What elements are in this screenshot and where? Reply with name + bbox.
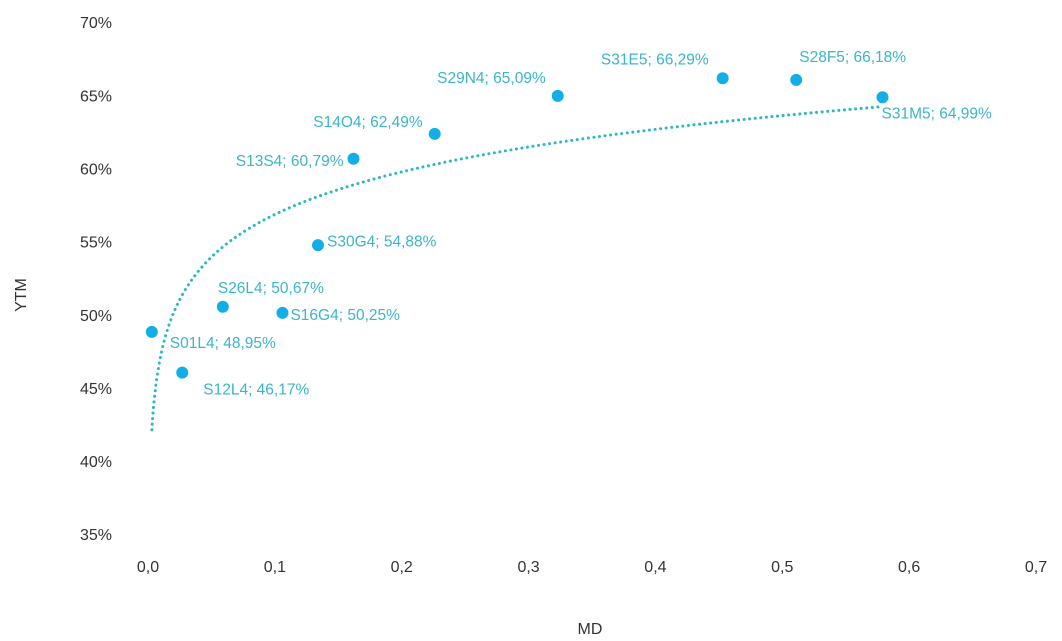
data-label: S30G4; 54,88%	[327, 233, 437, 250]
point	[175, 365, 190, 380]
data-label: S29N4; 65,09%	[437, 70, 546, 87]
x-tick-label: 0,0	[137, 559, 159, 576]
data-label: S26L4; 50,67%	[218, 280, 324, 297]
y-tick-label: 45%	[80, 381, 112, 398]
x-tick-label: 0,3	[517, 559, 539, 576]
point	[275, 305, 290, 320]
x-tick-label: 0,1	[264, 559, 286, 576]
point	[346, 151, 361, 166]
y-tick-label: 35%	[80, 527, 112, 544]
data-label: S31E5; 66,29%	[601, 51, 709, 68]
data-label: S16G4; 50,25%	[290, 307, 400, 324]
data-label: S13S4; 60,79%	[236, 153, 344, 170]
point	[215, 299, 230, 314]
data-label: S01L4; 48,95%	[170, 335, 276, 352]
y-tick-label: 60%	[80, 162, 112, 179]
point	[789, 72, 804, 87]
point	[427, 126, 442, 141]
y-tick-label: 65%	[80, 88, 112, 105]
point	[875, 90, 890, 105]
data-label: S31M5; 64,99%	[882, 105, 993, 122]
point	[310, 238, 325, 253]
x-axis-label: MD	[578, 621, 603, 638]
x-tick-label: 0,6	[898, 559, 920, 576]
y-tick-label: 70%	[80, 15, 112, 32]
x-tick-label: 0,4	[644, 559, 666, 576]
y-axis-label: YTM	[13, 278, 30, 312]
x-tick-label: 0,2	[391, 559, 413, 576]
x-tick-label: 0,7	[1025, 559, 1047, 576]
y-tick-label: 40%	[80, 454, 112, 471]
point	[715, 71, 730, 86]
x-tick-label: 0,5	[771, 559, 793, 576]
y-tick-label: 50%	[80, 308, 112, 325]
point	[144, 324, 159, 339]
y-tick-label: 55%	[80, 235, 112, 252]
data-label: S14O4; 62,49%	[313, 114, 423, 131]
data-label: S12L4; 46,17%	[203, 382, 309, 399]
data-label: S28F5; 66,18%	[799, 49, 906, 66]
point	[550, 88, 565, 103]
